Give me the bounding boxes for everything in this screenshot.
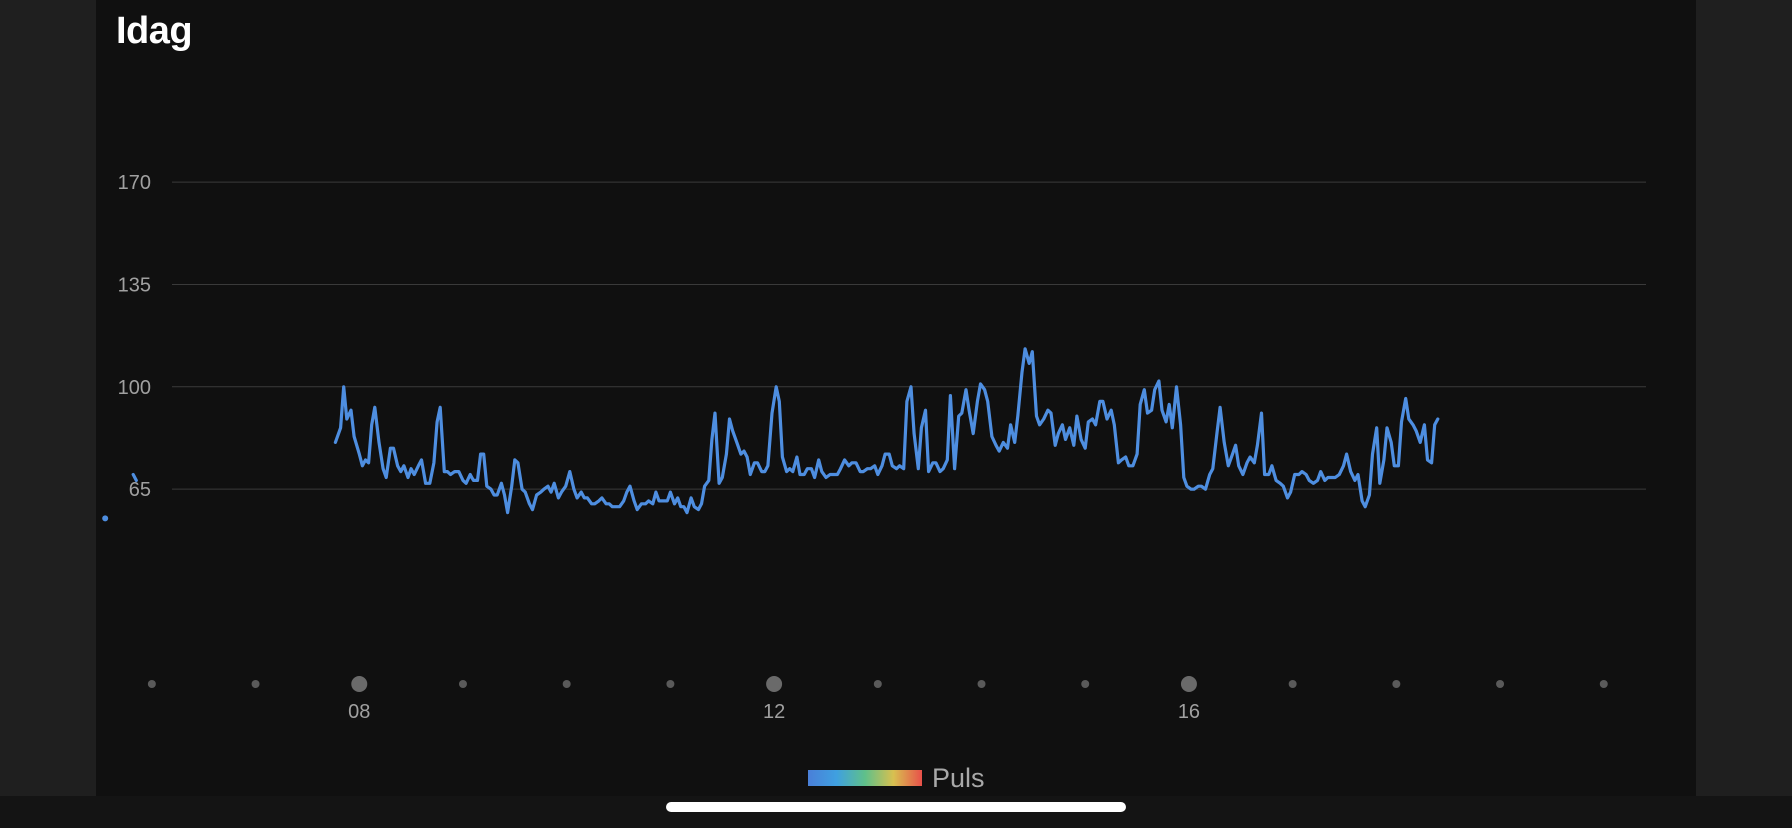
- home-indicator[interactable]: [666, 802, 1126, 812]
- x-tick-dot-6: [147, 680, 156, 688]
- x-tick-dot-17: [1288, 680, 1297, 688]
- x-tick-dot-7: [251, 680, 260, 688]
- page-title: Idag: [116, 10, 193, 52]
- x-tick-dot-12: [766, 676, 783, 692]
- x-tick-dot-13: [873, 680, 882, 688]
- x-tick-dot-14: [977, 680, 986, 688]
- series-line-segment-0-2: [333, 347, 1440, 515]
- x-tick-dot-10: [562, 680, 571, 688]
- left-margin: [0, 0, 96, 796]
- x-tick-dot-20: [1599, 680, 1608, 688]
- gradient-swatch-icon: [808, 770, 922, 786]
- y-tick-label-100: 100: [118, 377, 151, 399]
- bottom-strip: [0, 796, 1792, 828]
- x-tick-dot-11: [666, 680, 675, 688]
- right-margin: [1696, 0, 1792, 796]
- data-point-0-0: [102, 515, 109, 522]
- x-tick-dot-9: [458, 680, 467, 688]
- y-tick-label-135: 135: [118, 274, 151, 296]
- x-tick-dot-16: [1180, 676, 1197, 692]
- x-tick-label-16: 16: [1178, 701, 1200, 723]
- y-tick-label-170: 170: [118, 172, 151, 194]
- x-tick-dot-19: [1496, 680, 1505, 688]
- x-tick-dot-18: [1392, 680, 1401, 688]
- y-tick-label-65: 65: [129, 479, 151, 501]
- x-tick-label-08: 08: [348, 701, 370, 723]
- legend-label: Puls: [932, 762, 985, 793]
- x-tick-dot-8: [351, 676, 368, 692]
- x-tick-dot-15: [1081, 680, 1090, 688]
- chart-panel: [96, 0, 1696, 796]
- x-tick-label-12: 12: [763, 701, 785, 723]
- chart-legend: Puls: [808, 763, 985, 793]
- series-line-segment-0-1: [131, 472, 138, 482]
